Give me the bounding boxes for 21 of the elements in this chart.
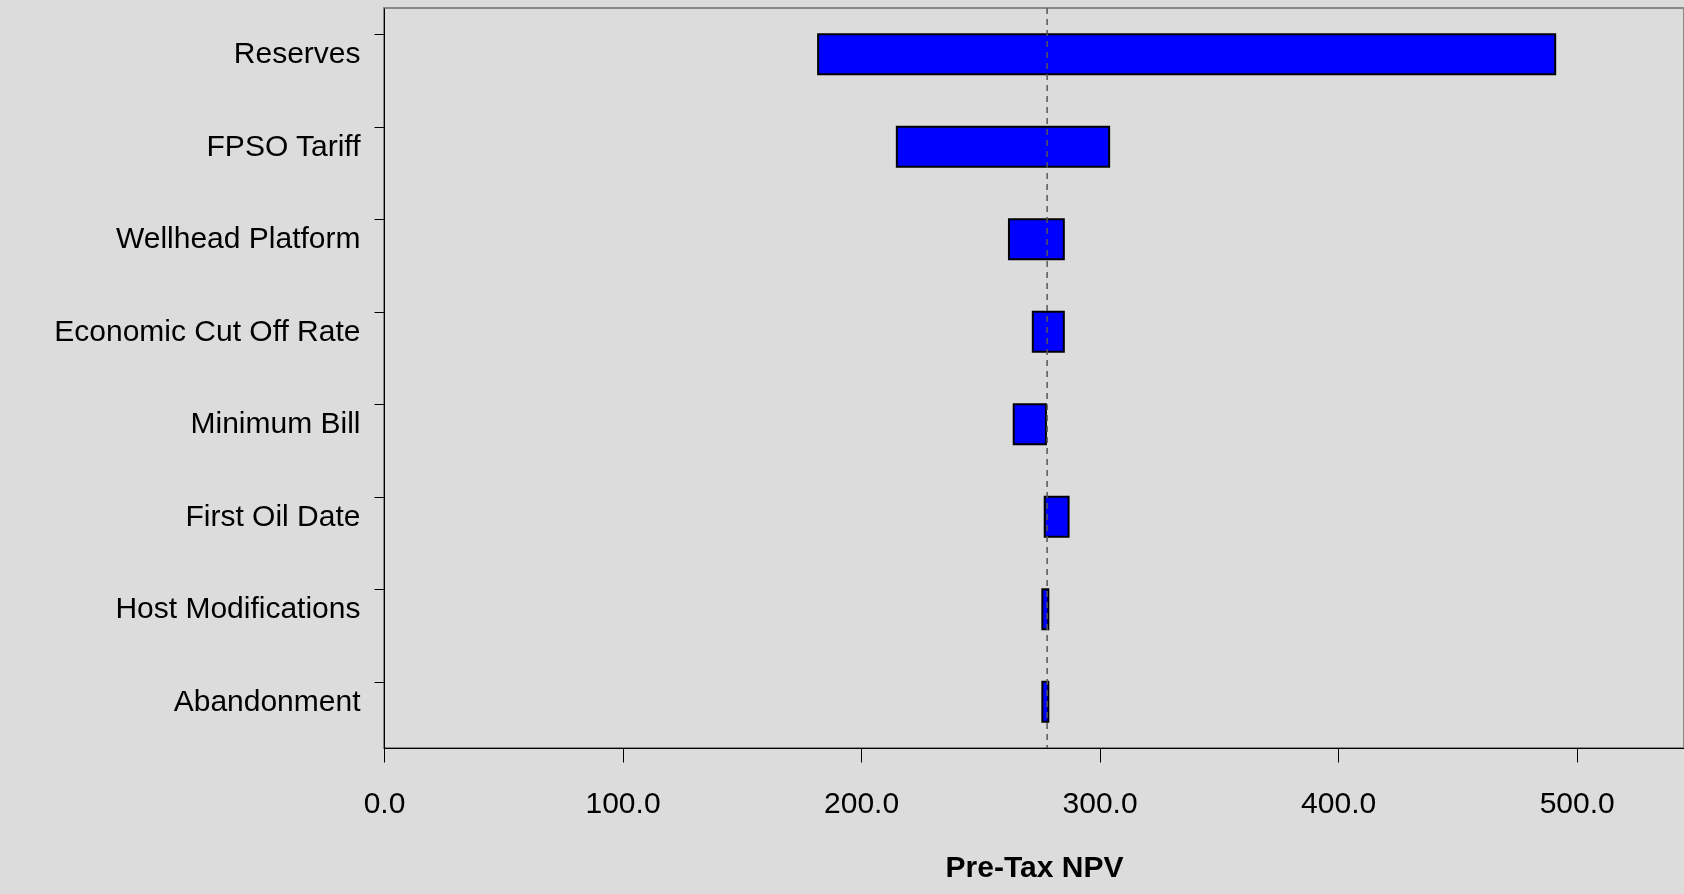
bar xyxy=(1031,310,1065,353)
bar xyxy=(1007,218,1065,261)
bar xyxy=(1012,403,1047,446)
bar xyxy=(895,125,1111,168)
bar xyxy=(1043,495,1070,538)
y-tick-label: Host Modifications xyxy=(115,591,361,625)
y-tick-label: Reserves xyxy=(233,36,361,70)
x-tick-label: 0.0 xyxy=(363,785,406,819)
bar xyxy=(817,33,1557,76)
x-tick-label: 400.0 xyxy=(1301,785,1377,819)
x-tick-label: 300.0 xyxy=(1062,785,1138,819)
y-tick-label: Minimum Bill xyxy=(190,406,361,440)
y-tick-label: FPSO Tariff xyxy=(206,128,362,162)
y-tick-label: First Oil Date xyxy=(185,498,361,532)
x-axis-title: Pre-Tax NPV xyxy=(945,849,1124,883)
y-tick-label: Economic Cut Off Rate xyxy=(54,313,361,347)
x-tick-label: 500.0 xyxy=(1539,785,1615,819)
y-tick-label: Wellhead Platform xyxy=(115,221,361,255)
y-tick-label: Abandonment xyxy=(173,683,362,717)
x-tick-label: 100.0 xyxy=(585,785,661,819)
x-tick-label: 200.0 xyxy=(824,785,900,819)
